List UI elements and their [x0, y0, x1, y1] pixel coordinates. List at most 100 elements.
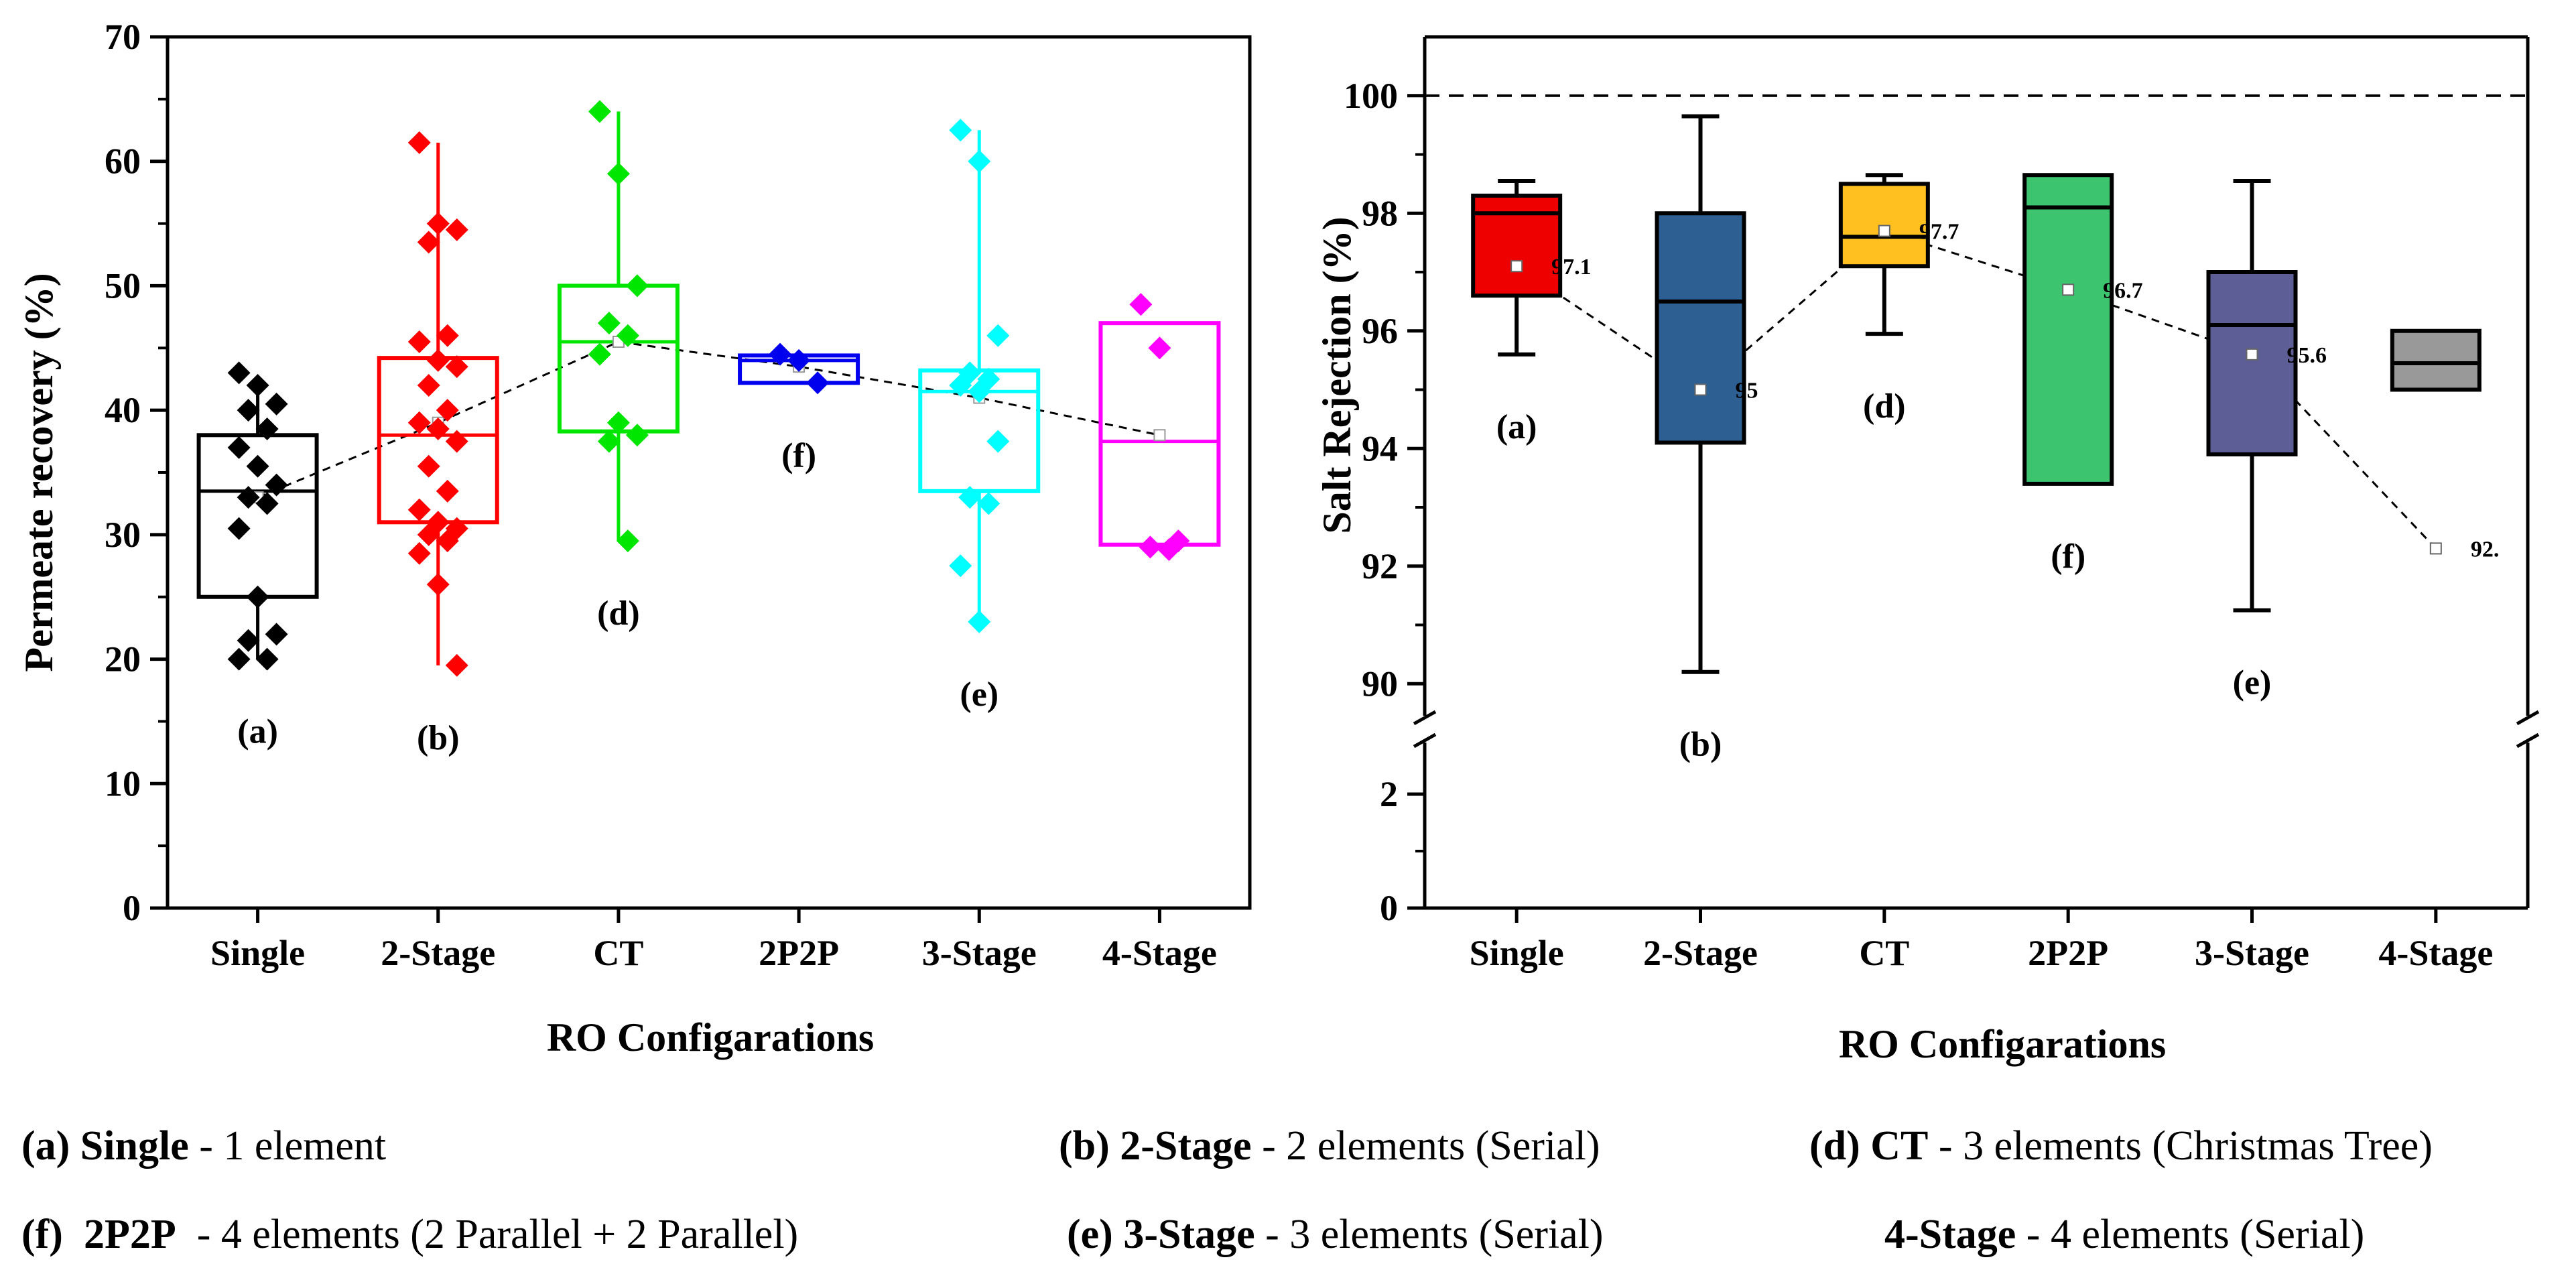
left-data-point-2-stage [407, 131, 431, 154]
left-data-point-2p2p [806, 371, 830, 395]
right-box-group-2-stage: 95 (b) [1655, 114, 1758, 764]
left-data-point-2-stage [407, 411, 431, 434]
left-x-tick-label-single: Single [210, 933, 305, 973]
right-mean-label-ct: 97.7 [1919, 220, 1959, 245]
right-x-tick-label-single: Single [1470, 933, 1564, 973]
axis-break-mark-right-2 [2516, 732, 2540, 749]
right-x-categories: Single 2-Stage CT 2P2P 3-Stage 4-Stage [1470, 908, 2493, 973]
axis-break-mark-left-2 [1413, 732, 1437, 749]
right-mean-label-2-stage: 95 [1736, 379, 1758, 403]
left-box-4-stage [1098, 321, 1221, 547]
right-chart: 0 2 90 92 94 96 98 100 Single 2-Stage CT 2P2P 3-Sta… [1315, 35, 2540, 1066]
right-box-group-2p2p: 96.7 (f) [2022, 173, 2143, 576]
left-data-point-ct [616, 529, 639, 553]
right-box-group-single: 97.1 (a) [1471, 178, 1592, 446]
left-data-point-single [237, 399, 260, 422]
left-data-point-ct [597, 430, 621, 453]
left-data-point-2p2p [787, 348, 811, 372]
right-box-3-stage [2206, 270, 2298, 457]
left-data-point-3-stage [968, 610, 991, 633]
left-data-point-ct [616, 324, 639, 347]
left-mean-line [257, 340, 1160, 499]
left-data-point-single [227, 517, 251, 540]
left-data-point-4-stage [1157, 538, 1181, 562]
right-box-group-ct: 97.7 (d) [1838, 173, 1959, 426]
right-y-tick-label: 2 [1380, 774, 1398, 814]
left-data-point-single [227, 361, 251, 385]
left-data-point-2-stage [436, 324, 459, 347]
left-x-tick-label-4-stage: 4-Stage [1102, 933, 1217, 973]
left-data-point-2-stage [426, 573, 450, 596]
axis-break-mark-left-1 [1413, 710, 1437, 726]
left-data-point-single [237, 486, 260, 509]
left-data-point-3-stage [986, 430, 1010, 453]
left-y-tick-label: 0 [123, 888, 141, 928]
left-data-point-ct [588, 342, 611, 366]
left-data-point-ct [606, 411, 630, 434]
left-box-group-ct: (d) [557, 100, 680, 633]
left-data-point-2-stage [417, 374, 440, 397]
left-data-point-2-stage [407, 330, 431, 353]
left-data-point-2-stage [445, 355, 468, 379]
left-y-tick-label: 50 [105, 265, 141, 306]
right-x-tick-label-3-stage: 3-Stage [2195, 933, 2309, 973]
left-data-point-2-stage [426, 348, 450, 372]
left-data-point-4-stage [1129, 293, 1153, 316]
left-box-group-2-stage: (b) [377, 131, 499, 757]
left-data-point-2-stage [417, 231, 440, 254]
left-data-point-single [255, 647, 279, 671]
right-mean-label-single: 97.1 [1551, 255, 1592, 279]
left-group-letter-2p2p: (f) [781, 436, 816, 474]
left-data-point-3-stage [958, 486, 982, 509]
left-data-point-4-stage [1139, 535, 1162, 559]
legend-item-3-stage: (e) 3-Stage - 3 elements (Serial) [1067, 1212, 1604, 1257]
left-data-point-single [265, 473, 288, 497]
right-box-2-stage [1655, 211, 1746, 445]
left-data-point-2-stage [407, 498, 431, 521]
legend-item-2p2p: (f) 2P2P - 4 elements (2 Parallel + 2 Pa… [21, 1212, 798, 1257]
left-y-tick-label: 60 [105, 141, 141, 182]
right-y-tick-label: 92 [1362, 546, 1398, 586]
left-data-point-3-stage [986, 324, 1010, 347]
right-box-single [1471, 193, 1563, 298]
left-y-tick-label: 30 [105, 515, 141, 555]
right-group-letter-single: (a) [1496, 408, 1537, 446]
left-x-tick-label-2p2p: 2P2P [759, 933, 839, 973]
left-data-point-2-stage [445, 218, 468, 241]
legend-item-single: (a) Single - 1 element [21, 1123, 386, 1169]
left-group-letter-ct: (d) [597, 594, 640, 633]
right-mean-line [1516, 229, 2437, 550]
right-y-tick-label: 98 [1362, 193, 1398, 233]
left-y-tick-label: 40 [105, 390, 141, 430]
left-data-point-single [246, 585, 269, 609]
right-mean-marker-4-stage [2429, 542, 2442, 555]
legend-item-2-stage: (b) 2-Stage - 2 elements (Serial) [1059, 1123, 1600, 1169]
left-data-point-3-stage [977, 492, 1001, 515]
right-x-tick-label-4-stage: 4-Stage [2378, 933, 2493, 973]
left-data-point-2-stage [407, 541, 431, 565]
left-marks: (a) (b) (d) (f) (e) [196, 100, 1221, 757]
left-data-point-single [246, 374, 269, 397]
left-data-point-3-stage [968, 149, 991, 173]
right-box-4-stage [2390, 328, 2482, 392]
left-data-point-2-stage [445, 430, 468, 453]
right-group-letter-3-stage: (e) [2233, 664, 2272, 702]
left-box-group-4-stage [1098, 293, 1221, 562]
left-data-point-ct [597, 312, 621, 335]
left-data-point-ct [606, 162, 630, 186]
left-data-point-single [227, 436, 251, 459]
left-x-tick-label-2-stage: 2-Stage [381, 933, 495, 973]
left-mean-marker-4-stage [1153, 429, 1166, 442]
right-mean-marker-single [1510, 260, 1523, 273]
left-data-point-single [246, 454, 269, 478]
left-data-point-2-stage [417, 523, 440, 546]
left-data-point-ct [625, 424, 649, 447]
left-data-point-single [255, 492, 279, 515]
right-group-letter-2p2p: (f) [2051, 537, 2085, 576]
right-mean-marker-2-stage [1694, 383, 1707, 396]
left-chart: 0 10 20 30 40 50 60 70 Single 2-Stage CT 2P2P 3-Sta… [17, 17, 1252, 1060]
right-group-letter-2-stage: (b) [1679, 726, 1722, 764]
left-box-group-3-stage: (e) [918, 119, 1041, 714]
left-data-point-2-stage [426, 212, 450, 235]
right-mean-label-2p2p: 96.7 [2103, 278, 2143, 303]
